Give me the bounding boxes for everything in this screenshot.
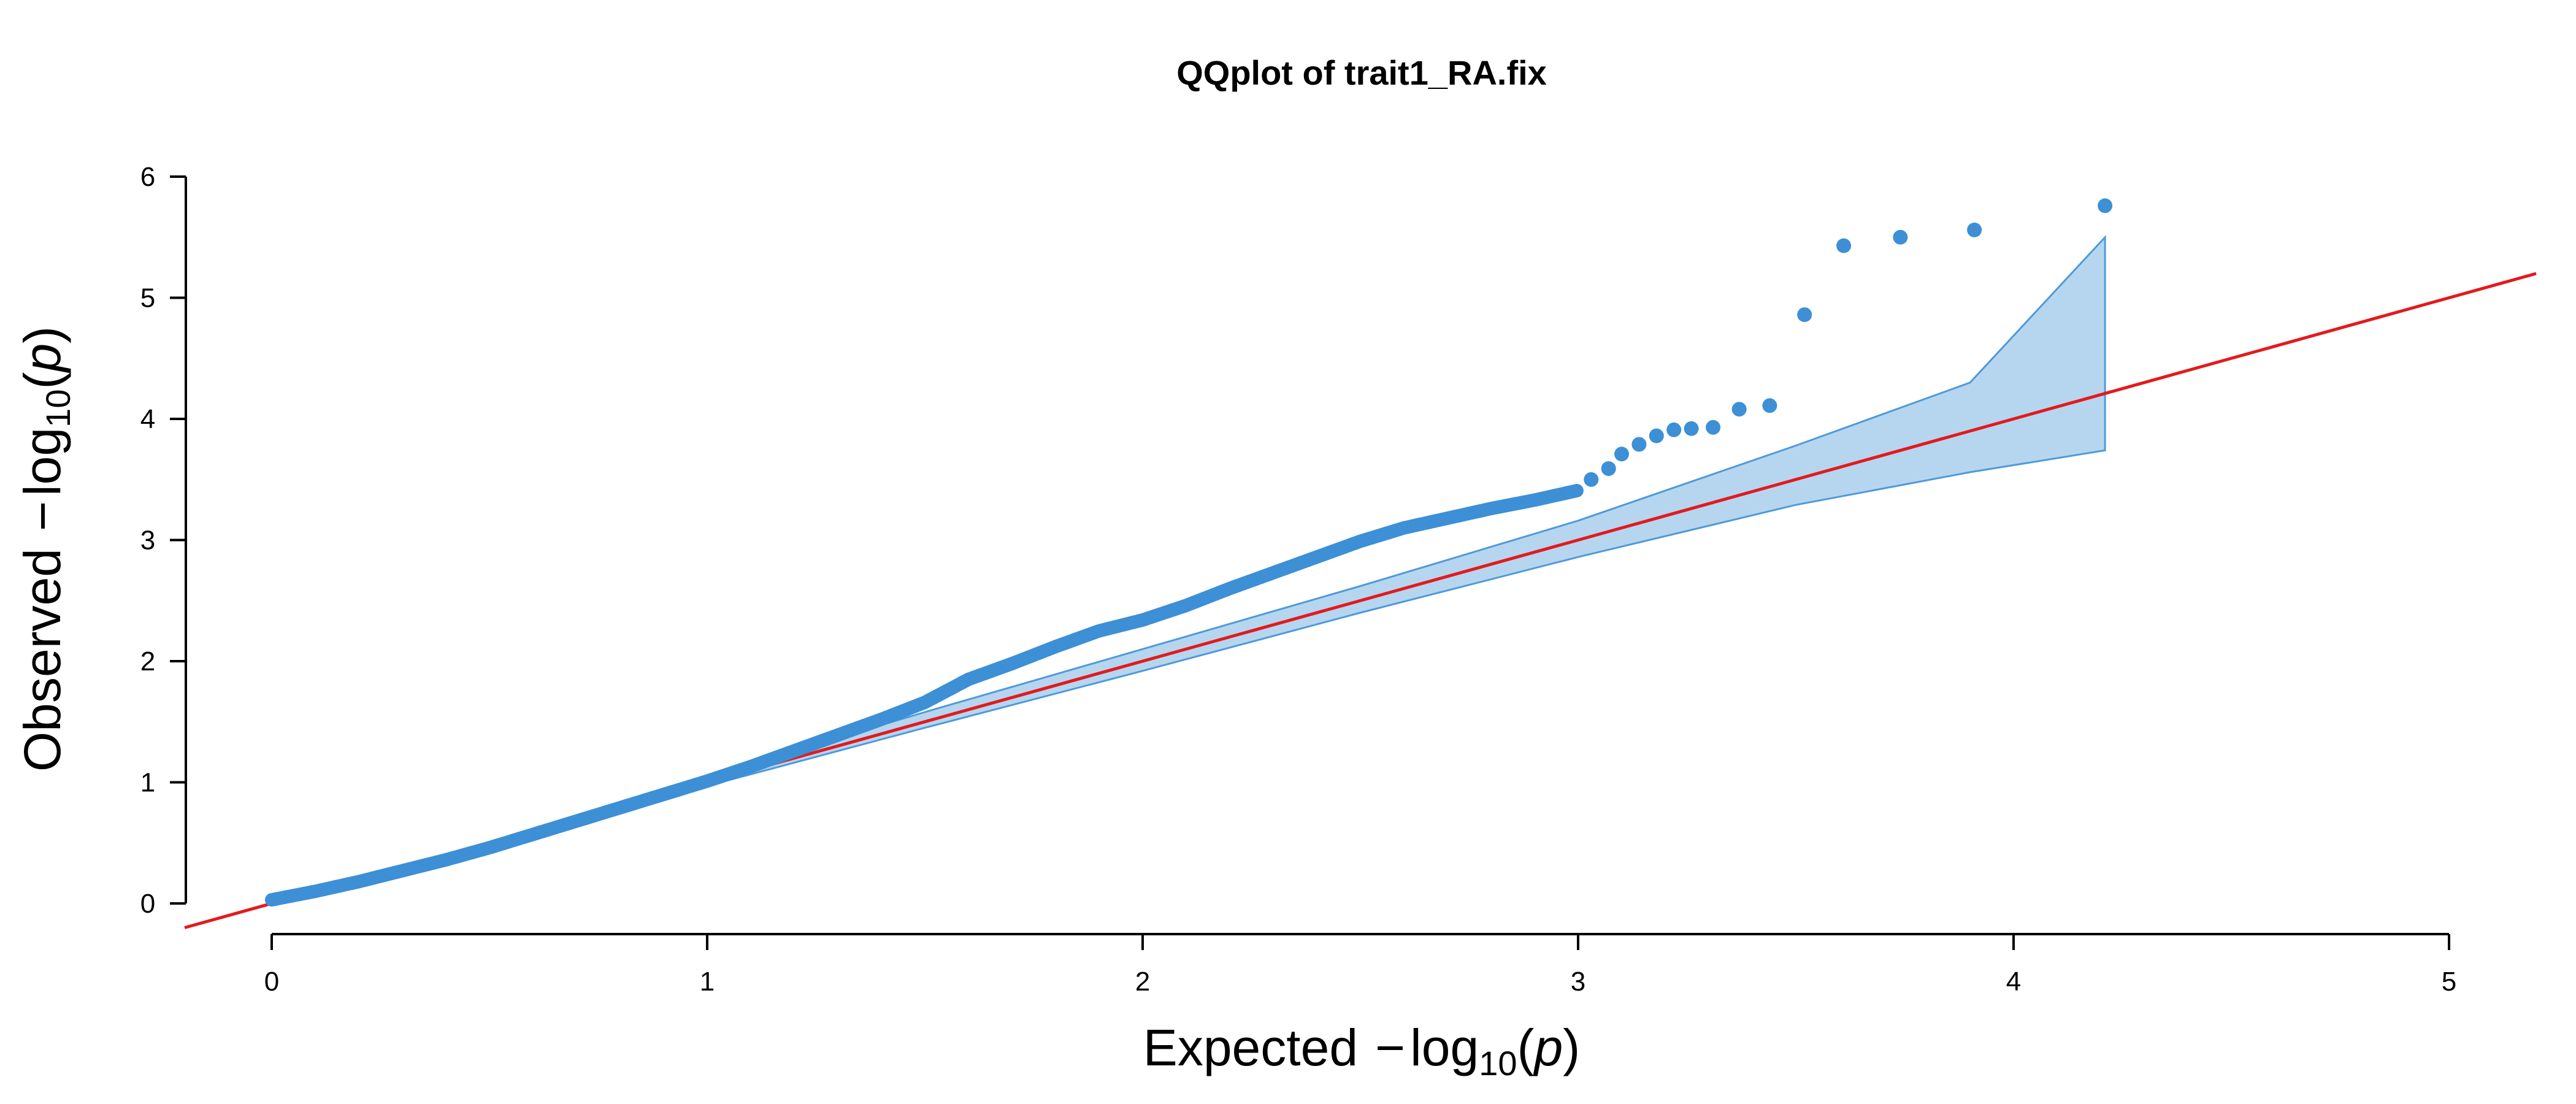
data-point bbox=[1601, 461, 1616, 476]
data-point bbox=[1762, 398, 1777, 413]
y-axis-label-open: ( bbox=[13, 372, 71, 389]
data-point bbox=[1967, 222, 1982, 237]
point-layer bbox=[265, 198, 2113, 907]
x-axis-label-minus: − bbox=[1375, 1019, 1405, 1076]
data-point bbox=[1684, 421, 1699, 436]
x-axis-label-prefix: Expected bbox=[1143, 1019, 1358, 1076]
chart-title: QQplot of trait1_RA.fix bbox=[1176, 53, 1547, 92]
y-tick-label: 1 bbox=[140, 768, 155, 798]
x-tick-label: 2 bbox=[1135, 967, 1150, 997]
y-axis-label: Observed − log10(p) bbox=[13, 326, 77, 772]
x-tick-label: 5 bbox=[2442, 967, 2456, 997]
data-point bbox=[1570, 484, 1584, 497]
y-tick-label: 3 bbox=[140, 526, 155, 556]
x-tick-label: 0 bbox=[264, 967, 279, 997]
data-point bbox=[1836, 238, 1852, 253]
x-tick-label: 3 bbox=[1571, 967, 1585, 997]
x-axis-label-log: log bbox=[1410, 1019, 1479, 1076]
data-point bbox=[1614, 447, 1629, 462]
data-point bbox=[1706, 420, 1721, 435]
y-tick-label: 6 bbox=[140, 162, 155, 192]
y-axis-label-base: 10 bbox=[39, 389, 77, 427]
x-axis-label: Expected −log10(p) bbox=[1143, 1019, 1580, 1083]
y-tick-label: 5 bbox=[140, 283, 155, 313]
y-axis-label-minus: − bbox=[13, 501, 71, 531]
x-axis-label-open: ( bbox=[1517, 1019, 1535, 1076]
y-axis-label-log: log bbox=[13, 427, 71, 496]
data-point bbox=[1649, 428, 1664, 443]
data-point bbox=[1666, 422, 1682, 437]
x-axis-label-close: ) bbox=[1563, 1019, 1580, 1076]
x-axis-label-base: 10 bbox=[1479, 1044, 1517, 1083]
y-tick-label: 0 bbox=[140, 889, 155, 919]
y-tick-label: 4 bbox=[140, 404, 155, 434]
y-axis-label-prefix: Observed bbox=[13, 548, 71, 772]
confidence-band-layer bbox=[706, 234, 2106, 788]
x-axis-label-var: p bbox=[1532, 1019, 1563, 1076]
data-point bbox=[1797, 307, 1812, 323]
y-axis-label-close: ) bbox=[13, 326, 71, 343]
confidence-band bbox=[706, 234, 2106, 788]
data-point bbox=[1731, 402, 1747, 417]
data-point bbox=[1631, 437, 1647, 452]
x-tick-label: 4 bbox=[2006, 967, 2021, 997]
y-axis-label-var: p bbox=[13, 343, 71, 374]
y-tick-label: 2 bbox=[140, 646, 155, 677]
data-point bbox=[2098, 198, 2113, 213]
data-point bbox=[1584, 472, 1599, 487]
x-tick-label: 1 bbox=[700, 967, 715, 997]
data-point bbox=[1893, 229, 1908, 245]
axis-layer: 0 1 2 3 4 5 6 0 1 2 3 4 5 bbox=[140, 162, 2456, 997]
